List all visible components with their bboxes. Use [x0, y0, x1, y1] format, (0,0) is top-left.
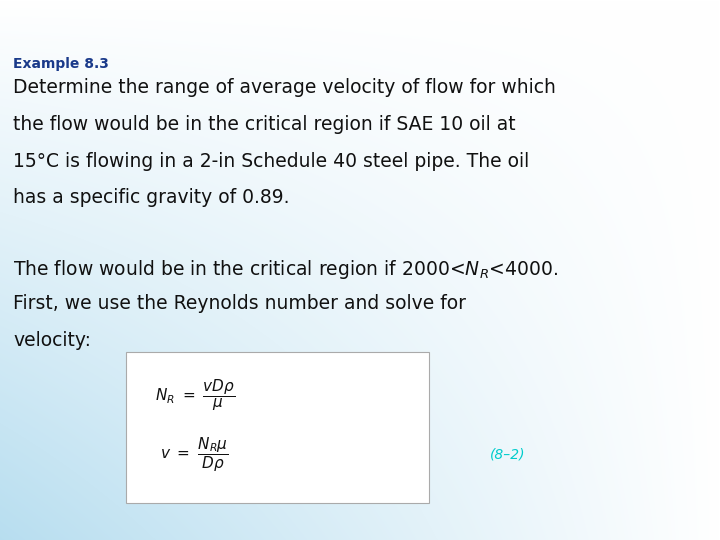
- Text: The flow would be in the critical region if 2000<$N_R$<4000.: The flow would be in the critical region…: [13, 258, 558, 281]
- Text: $N_R \ = \ \dfrac{vD\rho}{\mu}$: $N_R \ = \ \dfrac{vD\rho}{\mu}$: [155, 377, 235, 413]
- Text: has a specific gravity of 0.89.: has a specific gravity of 0.89.: [13, 188, 289, 207]
- Text: $v \ = \ \dfrac{N_R\mu}{D\rho}$: $v \ = \ \dfrac{N_R\mu}{D\rho}$: [160, 436, 229, 474]
- Text: velocity:: velocity:: [13, 331, 91, 350]
- Text: Determine the range of average velocity of flow for which: Determine the range of average velocity …: [13, 78, 556, 97]
- Text: (8–2): (8–2): [490, 448, 526, 462]
- FancyBboxPatch shape: [127, 352, 428, 503]
- Text: First, we use the Reynolds number and solve for: First, we use the Reynolds number and so…: [13, 294, 466, 313]
- Text: 15°C is flowing in a 2-in Schedule 40 steel pipe. The oil: 15°C is flowing in a 2-in Schedule 40 st…: [13, 152, 529, 171]
- Text: Example 8.3: Example 8.3: [13, 57, 109, 71]
- Text: the flow would be in the critical region if SAE 10 oil at: the flow would be in the critical region…: [13, 115, 516, 134]
